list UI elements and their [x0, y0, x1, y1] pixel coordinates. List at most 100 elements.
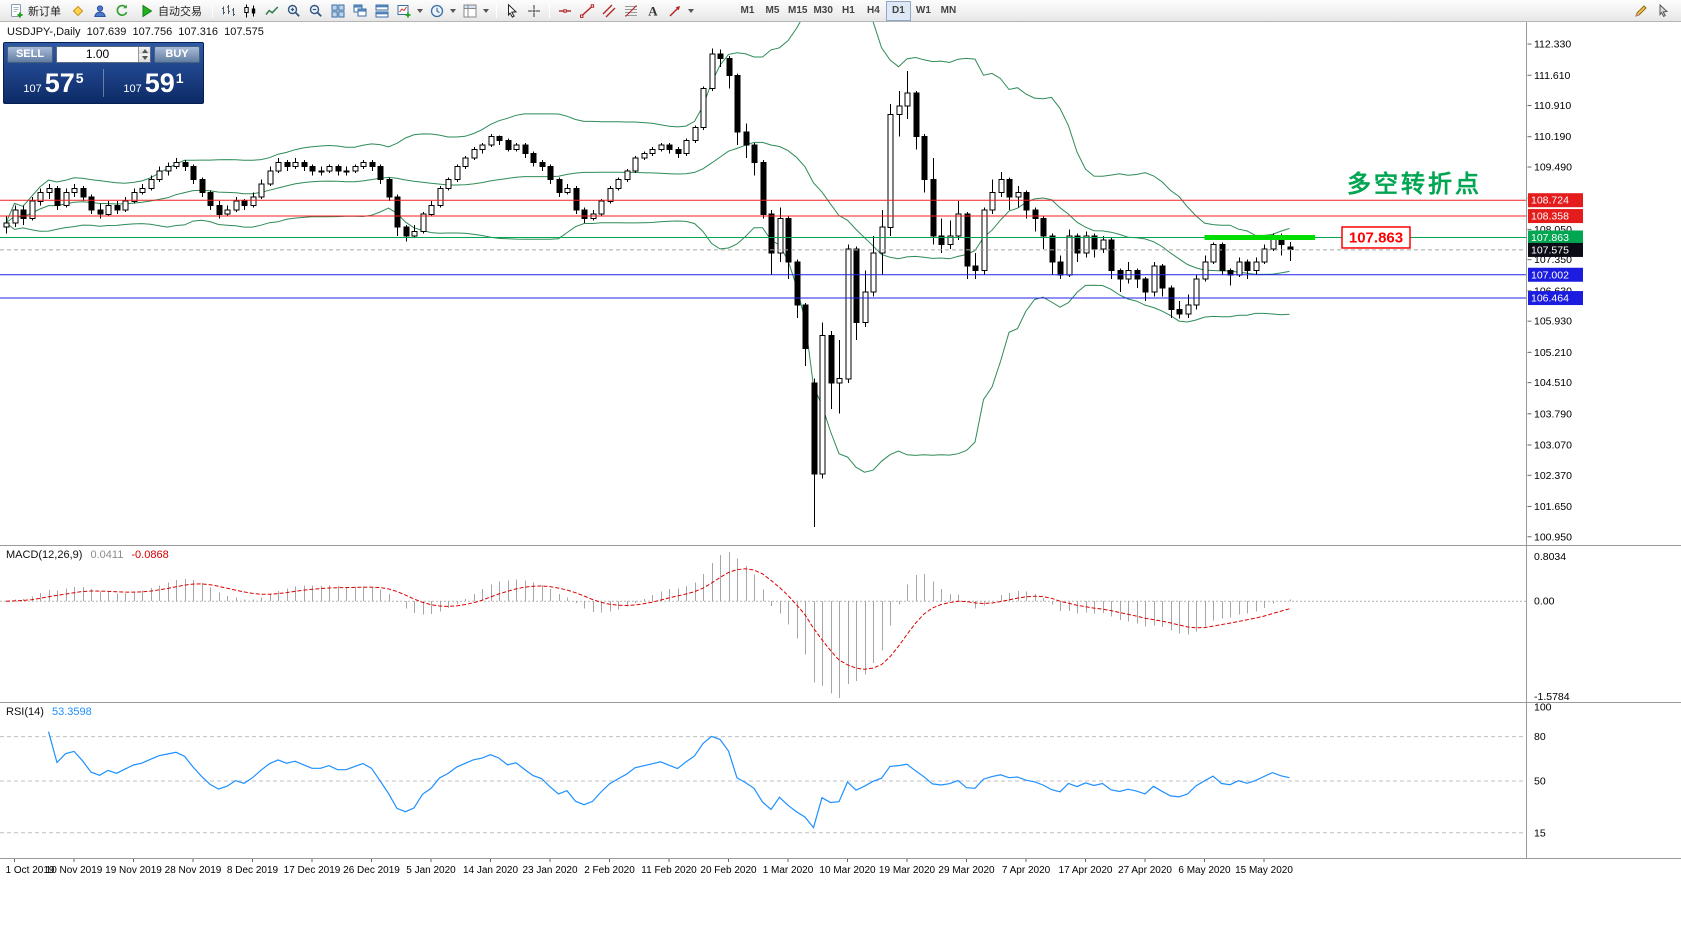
macd-main-value: 0.0411	[90, 549, 124, 561]
svg-text:17 Dec 2019: 17 Dec 2019	[284, 865, 341, 876]
price-scale[interactable]: 112.330 111.610 110.910 110.190 109.490 108.7…	[1527, 39, 1584, 840]
svg-text:5 Jan 2020: 5 Jan 2020	[406, 865, 456, 876]
buy-price-prefix: 107	[123, 82, 142, 95]
svg-text:1 Mar 2020: 1 Mar 2020	[763, 865, 814, 876]
new-chart-button[interactable]	[393, 1, 426, 21]
new-order-button[interactable]: 新订单	[3, 1, 67, 21]
chart-open-value: 107.639	[86, 26, 127, 38]
svg-text:103.790: 103.790	[1534, 408, 1572, 420]
svg-text:28 Nov 2019: 28 Nov 2019	[165, 865, 222, 876]
svg-text:107.575: 107.575	[1531, 244, 1569, 256]
fibonacci-tool-button[interactable]	[620, 1, 642, 21]
chart-low-value: 107.316	[178, 26, 219, 38]
bollinger-middle-band	[5, 141, 1290, 275]
candles	[3, 48, 1294, 527]
volume-down-button[interactable]	[139, 54, 150, 62]
svg-text:A: A	[648, 3, 658, 18]
refresh-icon	[116, 4, 128, 16]
svg-text:108.358: 108.358	[1531, 211, 1569, 223]
timeframe-button-d1[interactable]: D1	[885, 0, 911, 21]
timeframe-button-m5[interactable]: M5	[760, 1, 785, 21]
autotrading-label: 自动交易	[158, 5, 202, 18]
svg-text:103.070: 103.070	[1534, 439, 1572, 451]
buy-price-display[interactable]: 107 59 1	[104, 69, 203, 97]
line-chart-icon	[265, 5, 279, 15]
zoom-out-icon	[309, 4, 322, 17]
arrange-windows-button[interactable]	[371, 1, 393, 21]
metaeditor-button[interactable]	[67, 1, 89, 21]
macd-panel[interactable]	[0, 552, 1526, 698]
volume-input[interactable]	[57, 46, 138, 62]
svg-text:112.330: 112.330	[1534, 39, 1571, 51]
channel-tool-button[interactable]	[598, 1, 620, 21]
macd-histogram	[15, 552, 1291, 698]
sell-price-prefix: 107	[23, 82, 42, 95]
rsi-title: RSI(14)	[6, 706, 44, 718]
svg-text:1 Oct 2019: 1 Oct 2019	[6, 865, 55, 876]
refresh-button[interactable]	[111, 1, 133, 21]
svg-text:11 Feb 2020: 11 Feb 2020	[641, 865, 697, 876]
text-icon: A	[648, 3, 658, 18]
quick-edit-button[interactable]	[1630, 1, 1652, 21]
svg-text:107.863: 107.863	[1531, 232, 1569, 244]
candlestick-button[interactable]	[239, 1, 261, 21]
sell-price-display[interactable]: 107 57 5	[4, 69, 103, 97]
crosshair-button[interactable]	[523, 1, 545, 21]
timeframe-button-m15[interactable]: M15	[785, 1, 810, 21]
svg-text:107.350: 107.350	[1534, 254, 1572, 266]
annotation-turning-point[interactable]: 多空转折点	[1347, 170, 1482, 198]
arrange-windows-icon	[375, 4, 389, 17]
clock-icon	[430, 4, 444, 17]
timeframe-button-m30[interactable]: M30	[810, 1, 835, 21]
volume-spinner	[138, 46, 150, 62]
rsi-header: RSI(14) 53.3598	[6, 706, 97, 718]
dropdown-caret-icon	[417, 8, 423, 13]
zoom-out-button[interactable]	[305, 1, 327, 21]
bar-chart-button[interactable]	[217, 1, 239, 21]
rsi-value: 53.3598	[51, 706, 92, 718]
arrows-tool-button[interactable]	[664, 1, 697, 21]
svg-text:29 Mar 2020: 29 Mar 2020	[938, 865, 995, 876]
toolbar-separator	[496, 3, 497, 18]
tile-windows-button[interactable]	[327, 1, 349, 21]
svg-text:19 Mar 2020: 19 Mar 2020	[879, 865, 936, 876]
sell-button[interactable]: SELL	[7, 45, 53, 63]
timeframe-button-mn[interactable]: MN	[936, 1, 961, 21]
timeframe-button-h1[interactable]: H1	[836, 1, 861, 21]
text-tool-button[interactable]: A	[642, 1, 664, 21]
quick-pointer-button[interactable]	[1652, 1, 1674, 21]
trendline-tool-button[interactable]	[576, 1, 598, 21]
line-chart-button[interactable]	[261, 1, 283, 21]
cascade-windows-icon	[353, 4, 367, 16]
timeframe-button-h4[interactable]: H4	[861, 1, 886, 21]
crosshair-icon	[528, 4, 540, 17]
timeframe-button-w1[interactable]: W1	[911, 1, 936, 21]
rsi-panel[interactable]	[0, 731, 1526, 834]
buy-button[interactable]: BUY	[154, 45, 200, 63]
svg-text:109.490: 109.490	[1534, 162, 1572, 174]
templates-button[interactable]	[459, 1, 492, 21]
timeframe-button-m1[interactable]: M1	[735, 1, 760, 21]
horizontal-line-tool-button[interactable]	[554, 1, 576, 21]
autotrading-button[interactable]: 自动交易	[133, 1, 208, 21]
periods-button[interactable]	[426, 1, 459, 21]
cascade-windows-button[interactable]	[349, 1, 371, 21]
main-chart-plot[interactable]	[0, 0, 1526, 527]
cursor-button[interactable]	[501, 1, 523, 21]
metaeditor-diamond-icon	[72, 5, 84, 16]
volume-up-button[interactable]	[139, 46, 150, 54]
toolbar-right-group	[1630, 1, 1674, 21]
svg-text:15: 15	[1534, 827, 1546, 839]
zoom-in-button[interactable]	[283, 1, 305, 21]
price-callout[interactable]: 107.863	[1341, 226, 1411, 249]
rsi-line	[47, 731, 1290, 829]
horizontal-line-icon	[559, 8, 571, 13]
main-toolbar: 新订单 自动交易	[0, 0, 1681, 22]
timeframe-toolbar: M1 M5 M15 M30 H1 H4 D1 W1 MN	[735, 0, 961, 21]
profile-button[interactable]	[89, 1, 111, 21]
candlestick-icon	[244, 4, 256, 17]
chart-symbol-title: USDJPY-,Daily	[7, 26, 81, 38]
svg-text:111.610: 111.610	[1534, 70, 1571, 82]
